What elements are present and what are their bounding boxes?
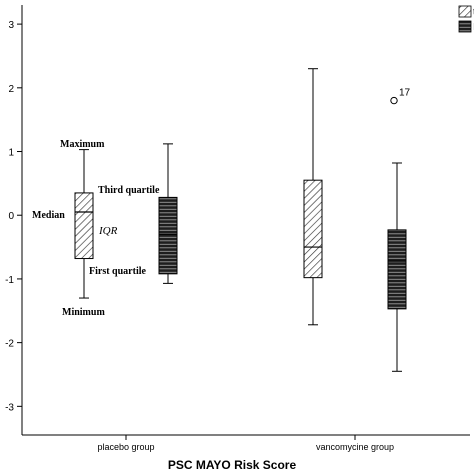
y-tick-label: 2	[8, 84, 14, 95]
box-diagonal-2	[303, 68, 323, 326]
box-series	[74, 68, 407, 372]
annotation-first-quartile: First quartile	[89, 266, 146, 277]
annotation-median: Median	[32, 210, 65, 221]
x-axis-ticks: placebo group vancomycine group	[97, 435, 394, 452]
legend-swatch-horizontal	[458, 20, 472, 33]
x-tick-label: placebo group	[97, 442, 154, 452]
box-diagonal-1	[74, 149, 94, 299]
plot-area	[21, 5, 470, 436]
legend: t I	[458, 5, 474, 33]
annotation-minimum: Minimum	[62, 307, 105, 318]
outlier-label: 17	[399, 88, 411, 99]
box-annotations: Maximum Third quartile Median IQR First …	[32, 139, 160, 318]
iqr-box	[303, 179, 323, 279]
iqr-box	[387, 229, 407, 310]
box-horizontal-2	[387, 162, 407, 372]
x-axis-title: PSC MAYO Risk Score	[168, 458, 297, 472]
iqr-box	[74, 192, 94, 260]
annotation-third-quartile: Third quartile	[98, 185, 160, 196]
x-tick-label: vancomycine group	[316, 442, 394, 452]
box-horizontal-1	[158, 143, 178, 284]
y-axis-ticks: -3 -2 -1 0 1 2 3	[5, 20, 22, 413]
annotation-maximum: Maximum	[60, 139, 105, 150]
outlier-points: 17	[390, 88, 411, 105]
y-tick-label: 0	[8, 211, 14, 222]
legend-swatch-diagonal	[458, 5, 472, 18]
y-tick-label: 3	[8, 20, 14, 31]
iqr-box	[158, 196, 178, 275]
annotation-iqr: IQR	[98, 225, 118, 237]
y-tick-label: -3	[5, 402, 14, 413]
y-tick-label: -1	[5, 275, 14, 286]
y-tick-label: -2	[5, 339, 14, 350]
outlier-point	[390, 96, 398, 105]
y-tick-label: 1	[8, 148, 14, 159]
